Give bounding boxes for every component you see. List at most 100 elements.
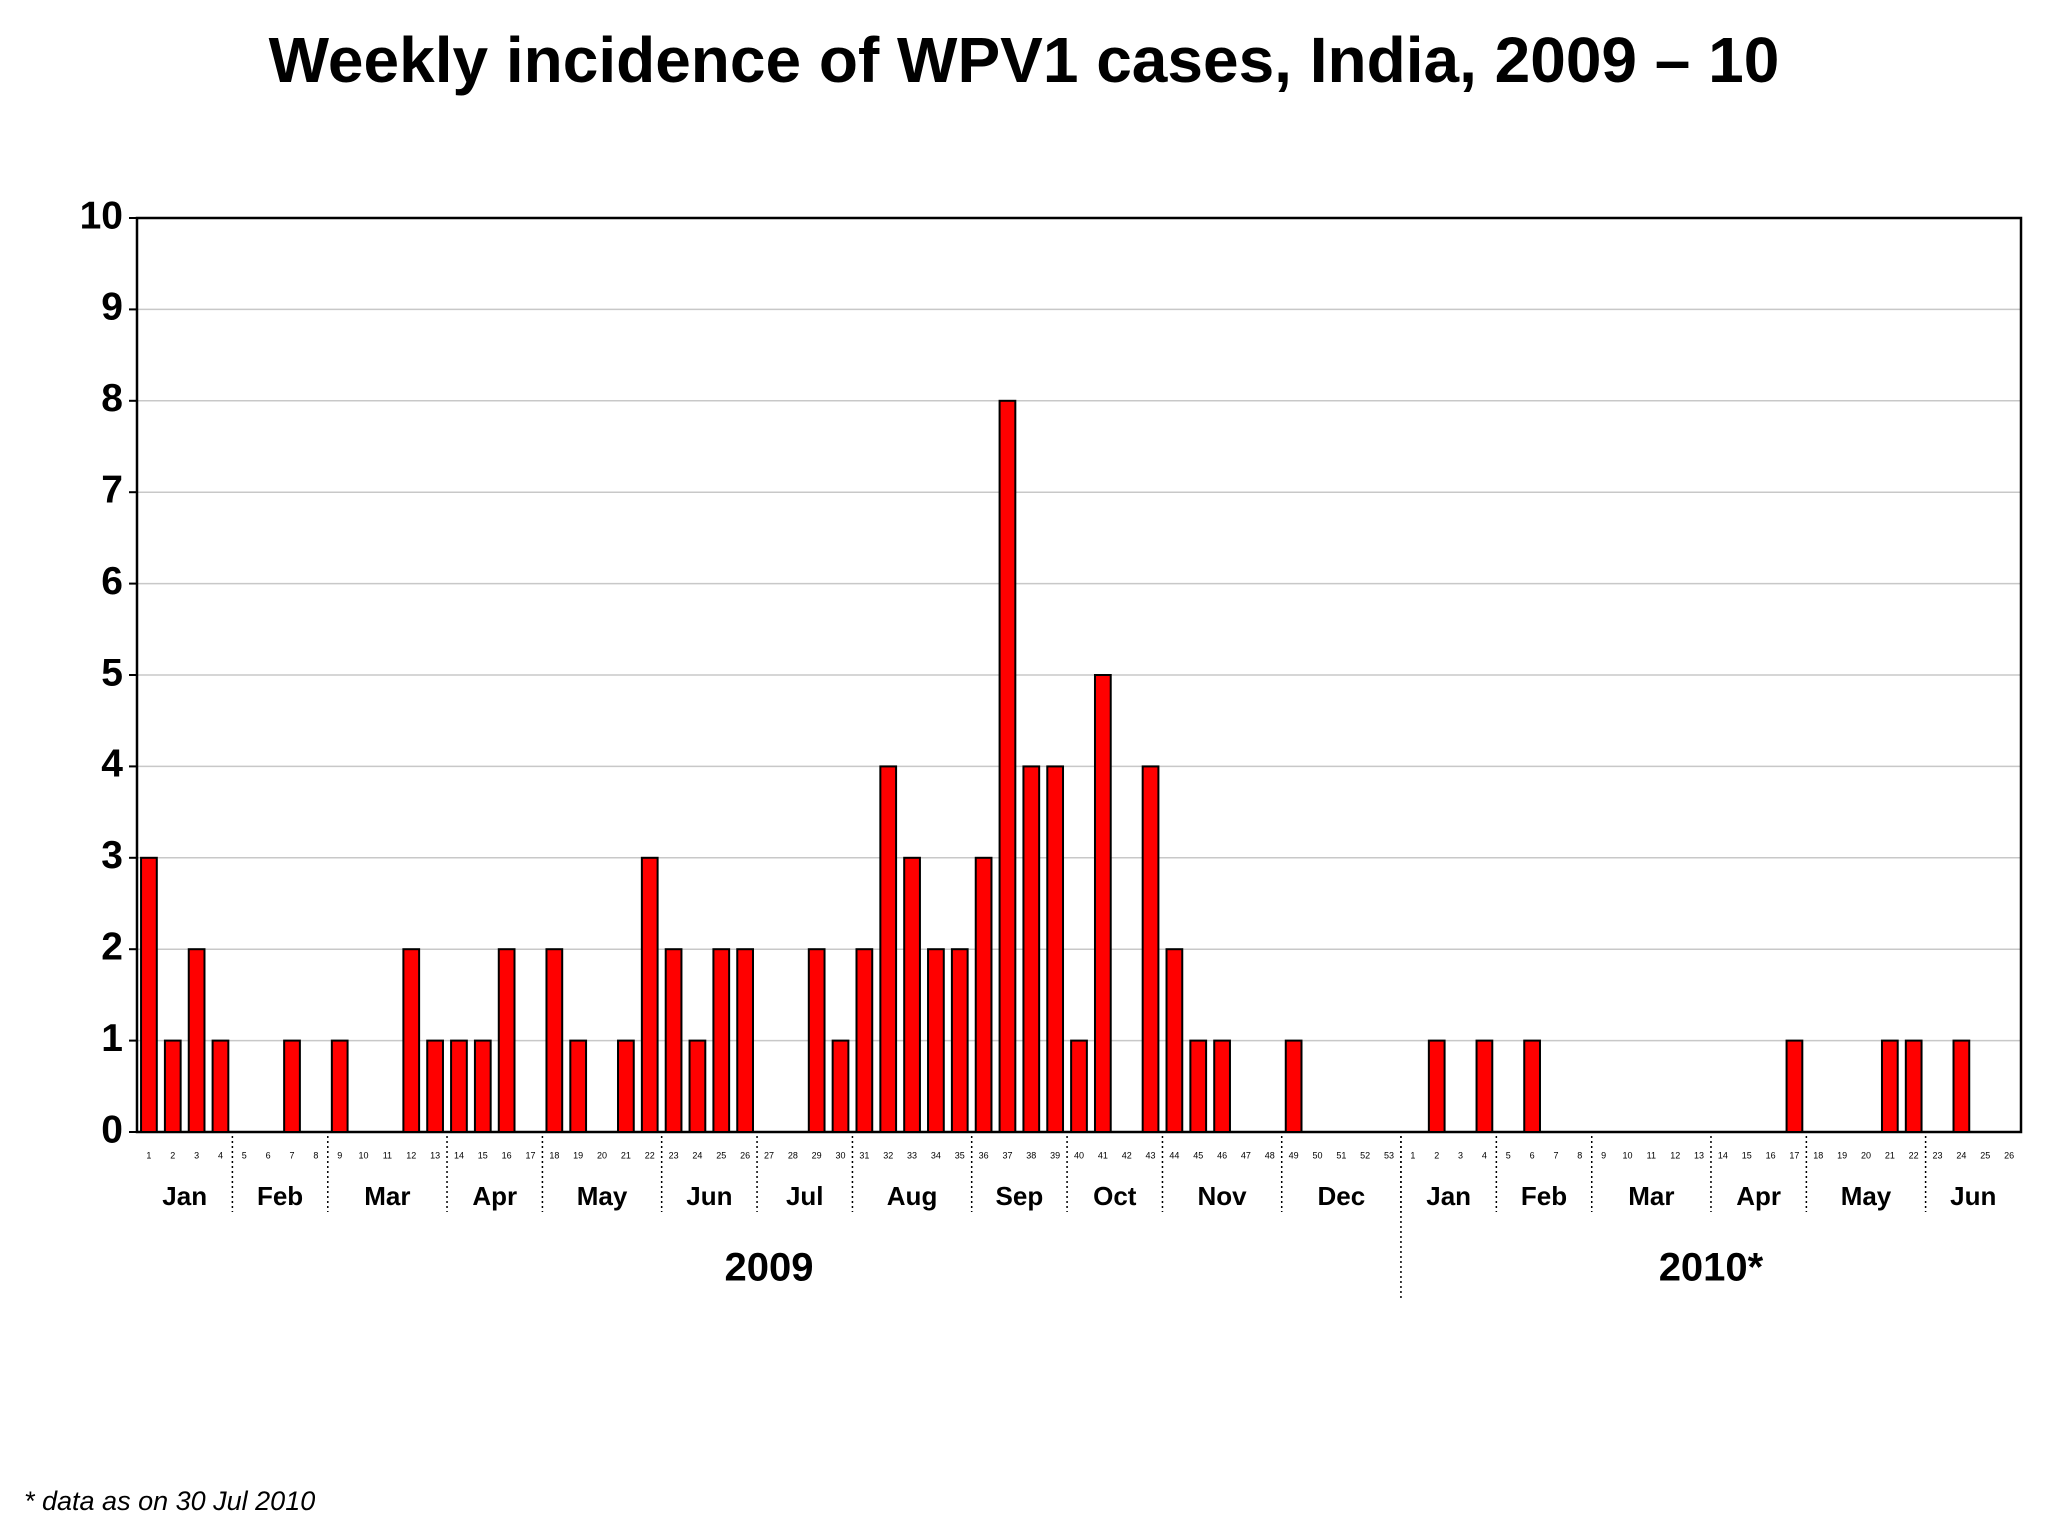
- x-tick-label: 33: [907, 1150, 917, 1160]
- x-tick-label: 12: [406, 1150, 416, 1160]
- x-tick-label: 11: [1647, 1150, 1656, 1160]
- bar: [974, 856, 993, 1133]
- x-tick-label: 18: [549, 1150, 559, 1160]
- x-tick-label: 7: [1553, 1150, 1558, 1160]
- bar: [1952, 1039, 1971, 1133]
- month-label: Jan: [162, 1181, 207, 1211]
- x-tick-label: 49: [1289, 1150, 1299, 1160]
- bar: [1904, 1039, 1923, 1133]
- y-tick-label: 3: [101, 834, 123, 877]
- bar: [712, 948, 731, 1134]
- x-tick-label: 17: [525, 1150, 535, 1160]
- bar: [426, 1039, 444, 1133]
- bar: [450, 1039, 468, 1133]
- x-tick-label: 6: [1530, 1150, 1535, 1160]
- bar: [1475, 1039, 1494, 1133]
- x-tick-label: 23: [669, 1150, 679, 1160]
- x-tick-label: 45: [1193, 1150, 1203, 1160]
- bar: [1165, 948, 1184, 1134]
- x-tick-label: 37: [1002, 1150, 1012, 1160]
- x-tick-label: 3: [194, 1150, 199, 1160]
- x-tick-label: 42: [1122, 1150, 1132, 1160]
- bar: [1070, 1039, 1088, 1133]
- x-tick-label: 44: [1169, 1150, 1179, 1160]
- x-tick-label: 35: [955, 1150, 965, 1160]
- x-tick-label: 8: [313, 1150, 318, 1160]
- x-tick-label: 24: [1956, 1150, 1966, 1160]
- x-tick-label: 40: [1074, 1150, 1084, 1160]
- x-tick-label: 6: [266, 1150, 271, 1160]
- bar: [831, 1039, 850, 1133]
- x-tick-label: 23: [1933, 1150, 1943, 1160]
- year-label: 2010*: [1659, 1246, 1764, 1290]
- x-tick-label: 51: [1336, 1150, 1346, 1160]
- x-tick-label: 31: [859, 1150, 869, 1160]
- bar: [1427, 1039, 1446, 1133]
- y-tick-label: 2: [101, 925, 123, 968]
- bar: [1880, 1039, 1899, 1133]
- bar: [1189, 1039, 1208, 1133]
- month-label: Feb: [1521, 1181, 1567, 1211]
- x-tick-label: 32: [883, 1150, 893, 1160]
- month-label: Apr: [472, 1181, 517, 1211]
- month-label: Jul: [786, 1181, 824, 1211]
- y-tick-label: 4: [101, 743, 123, 786]
- bar: [211, 1039, 230, 1133]
- x-tick-label: 10: [1622, 1150, 1632, 1160]
- x-tick-label: 50: [1312, 1150, 1322, 1160]
- x-tick-label: 27: [764, 1150, 774, 1160]
- x-tick-label: 13: [1694, 1150, 1704, 1160]
- bar: [402, 948, 421, 1134]
- y-tick-label: 1: [101, 1017, 123, 1060]
- x-tick-label: 2: [170, 1150, 175, 1160]
- bar: [1046, 765, 1065, 1134]
- y-tick-label: 8: [101, 377, 123, 420]
- x-tick-label: 14: [1718, 1150, 1728, 1160]
- bar: [140, 856, 158, 1133]
- bar: [664, 948, 683, 1134]
- x-tick-label: 22: [645, 1150, 655, 1160]
- month-label: May: [1841, 1181, 1892, 1211]
- x-tick-label: 19: [573, 1150, 583, 1160]
- x-tick-label: 21: [621, 1150, 631, 1160]
- x-tick-label: 3: [1458, 1150, 1463, 1160]
- y-tick-label: 0: [101, 1108, 123, 1151]
- x-tick-label: 47: [1241, 1150, 1251, 1160]
- x-tick-label: 19: [1837, 1150, 1847, 1160]
- x-tick-label: 30: [836, 1150, 846, 1160]
- x-tick-label: 7: [290, 1150, 295, 1160]
- bar: [1284, 1039, 1303, 1133]
- x-tick-label: 15: [1742, 1150, 1752, 1160]
- month-label: Jun: [686, 1181, 732, 1211]
- x-tick-label: 4: [1482, 1150, 1487, 1160]
- month-label: Apr: [1736, 1181, 1781, 1211]
- bar: [903, 856, 921, 1133]
- x-tick-label: 39: [1050, 1150, 1060, 1160]
- x-tick-label: 16: [502, 1150, 512, 1160]
- bar: [1141, 765, 1160, 1134]
- x-tick-label: 20: [597, 1150, 607, 1160]
- bar: [736, 948, 754, 1134]
- bar: [569, 1039, 588, 1133]
- bar: [1093, 674, 1112, 1133]
- x-tick-label: 34: [931, 1150, 941, 1160]
- bar: [497, 948, 516, 1134]
- bar: [187, 948, 206, 1134]
- y-tick-label: 10: [80, 194, 123, 237]
- x-tick-label: 53: [1384, 1150, 1394, 1160]
- x-tick-label: 9: [1601, 1150, 1606, 1160]
- x-tick-label: 5: [242, 1150, 247, 1160]
- x-tick-label: 10: [359, 1150, 369, 1160]
- x-tick-label: 4: [218, 1150, 223, 1160]
- bar: [163, 1039, 182, 1133]
- x-tick-label: 52: [1360, 1150, 1370, 1160]
- bar: [330, 1039, 349, 1133]
- x-tick-label: 28: [788, 1150, 798, 1160]
- y-tick-label: 7: [101, 468, 123, 511]
- month-label: Dec: [1317, 1181, 1365, 1211]
- chart-title: Weekly incidence of WPV1 cases, India, 2…: [269, 24, 1780, 96]
- x-tick-label: 16: [1766, 1150, 1776, 1160]
- x-tick-label: 5: [1506, 1150, 1511, 1160]
- bar: [473, 1039, 492, 1133]
- y-tick-label: 6: [101, 560, 123, 603]
